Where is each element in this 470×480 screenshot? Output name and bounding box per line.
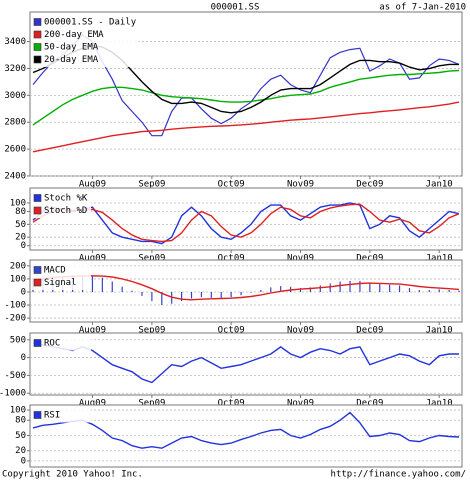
chart-subtitle: as of 7-Jan-2010: [379, 3, 466, 13]
y-tick-label: -1000: [0, 389, 26, 399]
y-tick-label: 0: [21, 456, 26, 466]
series-line: [32, 202, 460, 245]
y-tick-label: 100: [10, 274, 26, 284]
x-tick-label: Jan10: [426, 254, 453, 264]
panel-frame: [29, 259, 463, 323]
y-tick-label: 2400: [4, 172, 26, 182]
x-tick-label: Nov09: [287, 326, 314, 336]
legend-swatch: [33, 194, 42, 202]
legend-swatch: [33, 266, 42, 274]
y-tick-label: 3200: [4, 64, 26, 74]
x-tick-label: Dec09: [356, 399, 383, 409]
legend-box: [31, 408, 91, 423]
series-line: [32, 342, 459, 384]
x-tick-label: Sep09: [138, 180, 165, 190]
legend-swatch: [33, 206, 42, 215]
x-tick-label: Aug09: [79, 254, 106, 264]
x-tick-label: Jan10: [426, 399, 453, 409]
y-tick-label: 0: [21, 287, 26, 297]
x-tick-label: Aug09: [79, 399, 106, 409]
y-tick-label: -200: [4, 314, 26, 324]
legend-swatch: [33, 339, 42, 347]
x-tick-label: Dec09: [356, 326, 383, 336]
y-tick-label: 50: [15, 220, 26, 230]
y-tick-label: 0: [21, 241, 26, 251]
chart-title: 000001.SS: [211, 3, 260, 13]
panel-frame: [29, 404, 463, 468]
x-tick-label: Sep09: [138, 254, 165, 264]
legend-label: Signal: [44, 278, 77, 288]
y-tick-label: 100: [10, 406, 26, 416]
y-tick-label: 2800: [4, 118, 26, 128]
legend-label: Stoch %D: [44, 206, 87, 216]
y-tick-label: -100: [4, 301, 26, 311]
panel-frame: [29, 187, 463, 251]
x-tick-label: Jan10: [426, 326, 453, 336]
y-tick-label: 50: [15, 431, 26, 441]
x-tick-label: Aug09: [79, 180, 106, 190]
y-tick-label: 2600: [4, 145, 26, 155]
y-tick-label: 3400: [4, 37, 26, 47]
legend-label: RSI: [44, 411, 60, 421]
x-tick-label: Nov09: [287, 254, 314, 264]
y-tick-label: 3000: [4, 91, 26, 101]
y-tick-label: -500: [4, 371, 26, 381]
source-url: http://finance.yahoo.com/: [331, 470, 466, 480]
copyright: Copyright 2010 Yahoo! Inc.: [2, 470, 143, 480]
y-tick-label: 80: [15, 207, 26, 217]
legend-label: 20-day EMA: [44, 55, 99, 65]
legend-box: [31, 15, 139, 67]
legend-swatch: [33, 278, 42, 287]
x-tick-label: Oct09: [218, 326, 245, 336]
x-tick-label: Sep09: [138, 399, 165, 409]
series-line: [32, 275, 460, 301]
series-line: [32, 101, 460, 153]
legend-swatch: [33, 18, 42, 26]
legend-swatch: [33, 43, 42, 51]
legend-label: Stoch %K: [44, 194, 88, 204]
x-tick-label: Oct09: [218, 180, 245, 190]
y-tick-label: 200: [10, 261, 26, 271]
y-tick-label: 80: [15, 416, 26, 426]
x-tick-label: Oct09: [218, 399, 245, 409]
legend-swatch: [33, 411, 42, 419]
legend-swatch: [33, 55, 42, 64]
y-tick-label: 20: [15, 446, 26, 456]
legend-label: ROC: [44, 339, 60, 349]
x-tick-label: Jan10: [426, 180, 453, 190]
legend-box: [31, 336, 91, 351]
panel-frame: [29, 332, 463, 396]
x-tick-label: Nov09: [287, 180, 314, 190]
series-line: [32, 69, 460, 126]
x-tick-label: Nov09: [287, 399, 314, 409]
y-tick-label: 20: [15, 233, 26, 243]
x-tick-label: Dec09: [356, 180, 383, 190]
x-tick-label: Oct09: [218, 254, 245, 264]
series-line: [32, 203, 460, 243]
x-tick-label: Aug09: [79, 326, 106, 336]
legend-label: 000001.SS - Daily: [44, 18, 137, 28]
series-line: [32, 411, 460, 449]
legend-label: 50-day EMA: [44, 43, 99, 53]
legend-label: 200-day EMA: [44, 30, 104, 40]
legend-label: MACD: [44, 266, 66, 276]
y-tick-label: 0: [21, 353, 26, 363]
y-tick-label: 500: [10, 335, 26, 345]
legend-swatch: [33, 30, 42, 39]
x-tick-label: Sep09: [138, 326, 165, 336]
x-tick-label: Dec09: [356, 254, 383, 264]
y-tick-label: 100: [10, 198, 26, 208]
